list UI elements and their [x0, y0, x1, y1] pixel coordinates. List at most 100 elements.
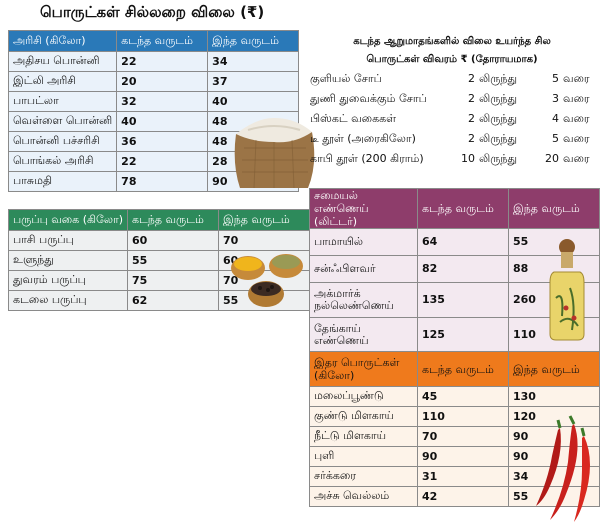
column-header: கடந்த வருடம் [417, 351, 509, 387]
to-value: 20 [545, 152, 559, 165]
this-year-price: 37 [207, 71, 300, 92]
last-year-price: 36 [116, 131, 209, 152]
last-year-price: 31 [417, 466, 509, 487]
item-name: அக்மார்க் நல்லெண்ணெய் [309, 282, 418, 318]
from-word: லிருந்து [479, 132, 517, 145]
price-rise-list: குளியல் சோப் 2 லிருந்து 5 வரை துணி துவைக்கும… [310, 72, 600, 172]
column-header: கடந்த வருடம் [127, 209, 219, 231]
from-word: லிருந்து [479, 92, 517, 105]
to-word: வரை [563, 132, 590, 145]
item-name: பாசி பருப்பு [8, 230, 128, 251]
table-header-row: இதர பொருட்கள் (கிலோ) கடந்த வருடம் இந்த வ… [309, 351, 600, 387]
item-name: பொங்கல் அரிசி [7, 151, 118, 172]
to-word: வரை [563, 72, 590, 85]
table-header-row: பருப்பு வகை (கிலோ) கடந்த வருடம் இந்த வரு… [8, 209, 310, 231]
from-word: லிருந்து [479, 72, 517, 85]
to-value: 3 [552, 92, 559, 105]
column-header: சமையல் எண்ணெய் (லிட்டர்) [309, 188, 418, 229]
column-header: இந்த வருடம் [207, 30, 300, 52]
last-year-price: 82 [417, 255, 509, 283]
table-header-row: சமையல் எண்ணெய் (லிட்டர்) கடந்த வருடம் இந… [309, 188, 600, 229]
table-row: பாபட்லா 32 40 [7, 91, 300, 112]
this-year-price: 55 [508, 486, 600, 507]
table-row: துவரம் பருப்பு 75 70 [8, 270, 310, 291]
to-value: 5 [552, 132, 559, 145]
table-row: குண்டு மிளகாய் 110 120 [309, 406, 600, 427]
column-header: இதர பொருட்கள் (கிலோ) [309, 351, 418, 387]
page-title: பொருட்கள் சில்லறை விலை (₹) [40, 3, 265, 21]
item-name: உளுந்து [8, 250, 128, 271]
to-word: வரை [563, 152, 590, 165]
table-row: பாமாயில் 64 55 [309, 228, 600, 256]
oil-bottle-icon [549, 239, 585, 341]
item-name: அதிசய பொன்னி [7, 51, 118, 72]
list-item: பிஸ்கட் வகைகள் 2 லிருந்து 4 வரை [310, 112, 600, 132]
this-year-price: 34 [207, 51, 300, 72]
from-value: 2 [468, 132, 475, 145]
rice-sack-icon [234, 118, 315, 189]
column-header: இந்த வருடம் [508, 188, 600, 229]
item-name: நீட்டு மிளகாய் [309, 426, 418, 447]
from-value: 2 [468, 72, 475, 85]
to-value: 4 [552, 112, 559, 125]
item-name: சன்ஃபிளவர் [309, 255, 418, 283]
item-name: பாபட்லா [7, 91, 118, 112]
rice-price-table: அரிசி (கிலோ) கடந்த வருடம் இந்த வருடம் அத… [7, 30, 300, 192]
to-word: வரை [563, 92, 590, 105]
last-year-price: 110 [417, 406, 509, 427]
table-row: அச்சு வெல்லம் 42 55 [309, 486, 600, 507]
list-item: துணி துவைக்கும் சோப் 2 லிருந்து 3 வரை [310, 92, 600, 112]
item-name: தேங்காய் எண்ணெய் [309, 317, 418, 353]
this-year-price: 55 [508, 228, 600, 256]
table-row: இட்லி அரிசி 20 37 [7, 71, 300, 92]
price-rise-heading: கடந்த ஆறுமாதங்களில் விலை உயர்ந்த சில பொர… [332, 33, 572, 69]
from-value: 2 [468, 92, 475, 105]
item-name: காபி தூள் (200 கிராம்) [310, 152, 424, 165]
last-year-price: 135 [417, 282, 509, 318]
item-name: துணி துவைக்கும் சோப் [310, 92, 427, 105]
item-name: துவரம் பருப்பு [8, 270, 128, 291]
this-year-price: 120 [508, 406, 600, 427]
column-header: அரிசி (கிலோ) [7, 30, 118, 52]
last-year-price: 90 [417, 446, 509, 467]
heading-line: பொருட்கள் விவரம் ₹ (தோராயமாக) [366, 54, 538, 65]
item-name: பிஸ்கட் வகைகள் [310, 112, 397, 125]
column-header: இந்த வருடம் [508, 351, 600, 387]
last-year-price: 40 [116, 111, 209, 132]
table-header-row: அரிசி (கிலோ) கடந்த வருடம் இந்த வருடம் [7, 30, 300, 52]
list-item: குளியல் சோப் 2 லிருந்து 5 வரை [310, 72, 600, 92]
column-header: கடந்த வருடம் [116, 30, 209, 52]
this-year-price: 130 [508, 386, 600, 407]
last-year-price: 75 [127, 270, 219, 291]
table-row: புளி 90 90 [309, 446, 600, 467]
item-name: சர்க்கரை [309, 466, 418, 487]
last-year-price: 60 [127, 230, 219, 251]
item-name: பொன்னி பச்சரிசி [7, 131, 118, 152]
list-item: காபி தூள் (200 கிராம்) 10 லிருந்து 20 வரை [310, 152, 600, 172]
table-row: மலைப்பூண்டு 45 130 [309, 386, 600, 407]
item-name: கடலை பருப்பு [8, 290, 128, 311]
item-name: குளியல் சோப் [310, 72, 382, 85]
last-year-price: 22 [116, 151, 209, 172]
column-header: இந்த வருடம் [218, 209, 310, 231]
item-name: டீ தூள் (அரைகிலோ) [310, 132, 416, 145]
item-name: புளி [309, 446, 418, 467]
last-year-price: 125 [417, 317, 509, 353]
other-items-price-table: இதர பொருட்கள் (கிலோ) கடந்த வருடம் இந்த வ… [309, 351, 600, 507]
table-row: சர்க்கரை 31 34 [309, 466, 600, 487]
last-year-price: 42 [417, 486, 509, 507]
column-header: பருப்பு வகை (கிலோ) [8, 209, 128, 231]
from-word: லிருந்து [479, 152, 517, 165]
list-item: டீ தூள் (அரைகிலோ) 2 லிருந்து 5 வரை [310, 132, 600, 152]
last-year-price: 78 [116, 171, 209, 192]
column-header: கடந்த வருடம் [417, 188, 509, 229]
heading-line: கடந்த ஆறுமாதங்களில் விலை உயர்ந்த சில [353, 36, 551, 47]
table-row: பாசி பருப்பு 60 70 [8, 230, 310, 251]
from-value: 10 [461, 152, 475, 165]
from-value: 2 [468, 112, 475, 125]
last-year-price: 22 [116, 51, 209, 72]
table-row: அக்மார்க் நல்லெண்ணெய் 135 260 [309, 282, 600, 318]
item-name: அச்சு வெல்லம் [309, 486, 418, 507]
pulses-price-table: பருப்பு வகை (கிலோ) கடந்த வருடம் இந்த வரு… [8, 209, 310, 311]
last-year-price: 64 [417, 228, 509, 256]
